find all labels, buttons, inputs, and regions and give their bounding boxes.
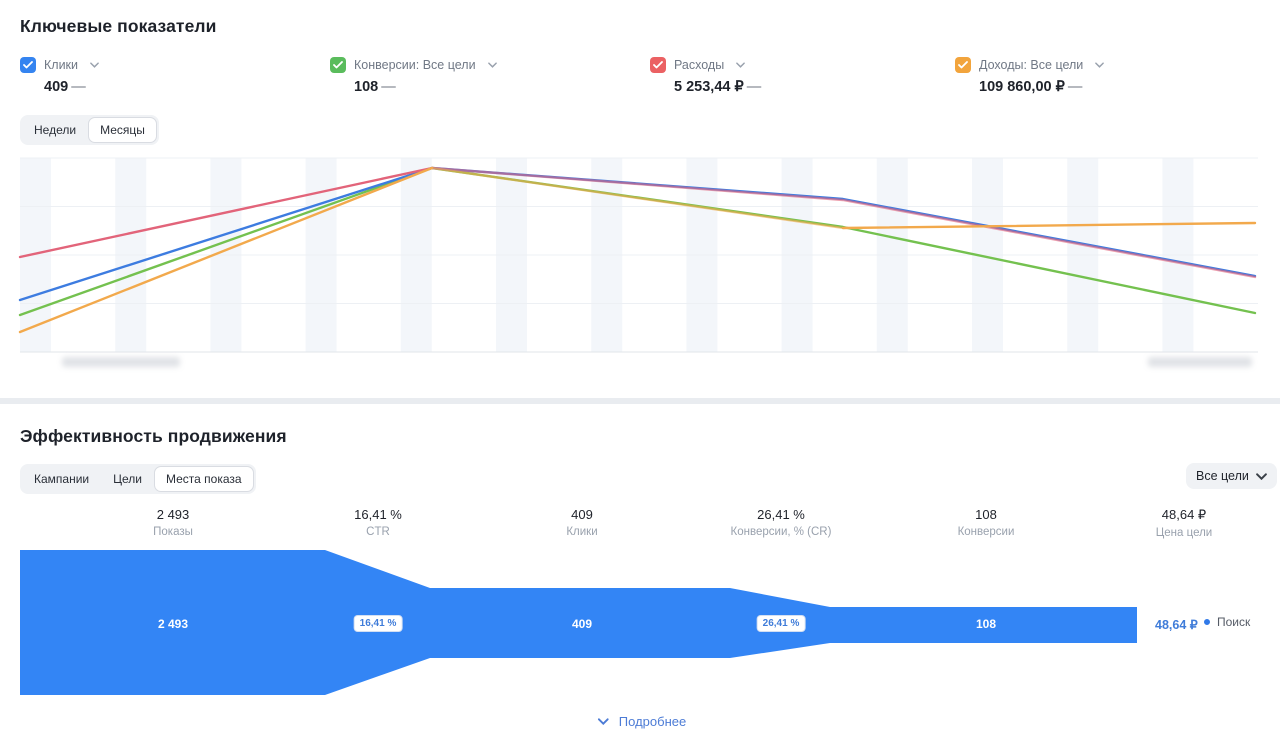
effectiveness-tabs: Кампании Цели Места показа: [20, 464, 256, 494]
chevron-down-icon[interactable]: [1095, 62, 1104, 68]
col-cr-label: Конверсии, % (CR): [731, 526, 832, 538]
metric-clicks-dash: —: [71, 79, 86, 95]
col-goal-cost-value: 48,64 ₽: [1156, 507, 1212, 523]
period-toggle: Недели Месяцы: [20, 115, 159, 145]
funnel-column-clicks: 409 Клики: [566, 507, 597, 538]
col-cr-value: 26,41 %: [731, 507, 832, 522]
funnel-cr-badge: 26,41 %: [757, 615, 806, 632]
funnel-ctr-badge: 16,41 %: [354, 615, 403, 632]
goal-filter-dropdown[interactable]: Все цели: [1186, 463, 1277, 489]
metric-conversions: Конверсии: Все цели 108—: [330, 57, 497, 95]
col-clicks-value: 409: [566, 507, 597, 522]
tab-campaigns[interactable]: Кампании: [22, 466, 101, 492]
funnel-stage-impressions-value: 2 493: [158, 617, 188, 631]
metric-costs-dash: —: [747, 79, 762, 95]
metric-revenue-dash: —: [1068, 79, 1083, 95]
dashboard: Ключевые показатели Клики 409— Конверсии…: [0, 0, 1280, 740]
funnel-column-impressions: 2 493 Показы: [153, 507, 193, 538]
funnel-column-conversions: 108 Конверсии: [958, 507, 1015, 538]
trend-chart-area: [0, 150, 1280, 365]
period-tab-months[interactable]: Месяцы: [88, 117, 157, 143]
metric-costs-checkbox[interactable]: [650, 57, 666, 73]
trend-chart[interactable]: [0, 150, 1280, 365]
x-axis-label-blurred-end: [1148, 357, 1252, 367]
legend-item-search[interactable]: Поиск: [1204, 615, 1250, 629]
col-impressions-label: Показы: [153, 526, 193, 538]
funnel-column-cr: 26,41 % Конверсии, % (CR): [731, 507, 832, 538]
chevron-down-icon: [1256, 473, 1267, 480]
funnel-chart[interactable]: [0, 550, 1280, 695]
key-metrics-title: Ключевые показатели: [20, 16, 217, 37]
col-ctr-value: 16,41 %: [354, 507, 402, 522]
funnel-column-ctr: 16,41 % CTR: [354, 507, 402, 538]
metric-conversions-value: 108: [354, 79, 378, 95]
funnel-stage-clicks-value: 409: [572, 617, 592, 631]
more-details-link[interactable]: Подробнее: [594, 714, 686, 729]
metric-conversions-label: Конверсии: Все цели: [354, 58, 476, 72]
col-conversions-value: 108: [958, 507, 1015, 522]
col-goal-cost-label: Цена цели: [1156, 527, 1212, 539]
funnel-column-goal-cost: 48,64 ₽ Цена цели: [1156, 507, 1212, 539]
col-impressions-value: 2 493: [153, 507, 193, 522]
funnel-goal-cost: 48,64 ₽: [1155, 617, 1198, 632]
x-axis-label-blurred-start: [62, 357, 180, 367]
legend-search-label: Поиск: [1217, 615, 1250, 629]
metric-conversions-checkbox[interactable]: [330, 57, 346, 73]
funnel-chart-area: 2 493 16,41 % 409 26,41 % 108 48,64 ₽ По…: [0, 550, 1280, 695]
tab-goals[interactable]: Цели: [101, 466, 154, 492]
legend-dot-icon: [1204, 619, 1210, 625]
chevron-down-icon[interactable]: [736, 62, 745, 68]
metric-clicks-checkbox[interactable]: [20, 57, 36, 73]
metric-costs: Расходы 5 253,44 ₽—: [650, 57, 761, 95]
metric-revenue-value: 109 860,00 ₽: [979, 79, 1065, 95]
period-tab-weeks[interactable]: Недели: [22, 117, 88, 143]
metric-clicks: Клики 409—: [20, 57, 99, 95]
goal-filter-label: Все цели: [1196, 469, 1249, 483]
metric-revenue-label: Доходы: Все цели: [979, 58, 1083, 72]
metric-revenue-checkbox[interactable]: [955, 57, 971, 73]
chevron-down-icon: [598, 718, 609, 725]
metric-clicks-label: Клики: [44, 58, 78, 72]
more-details-label: Подробнее: [619, 714, 686, 729]
section-divider: [0, 398, 1280, 404]
metric-costs-label: Расходы: [674, 58, 724, 72]
metric-conversions-dash: —: [381, 79, 396, 95]
col-ctr-label: CTR: [354, 526, 402, 538]
funnel-stage-conversions-value: 108: [976, 617, 996, 631]
chevron-down-icon[interactable]: [488, 62, 497, 68]
chevron-down-icon[interactable]: [90, 62, 99, 68]
metric-revenue: Доходы: Все цели 109 860,00 ₽—: [955, 57, 1104, 95]
col-conversions-label: Конверсии: [958, 526, 1015, 538]
col-clicks-label: Клики: [566, 526, 597, 538]
effectiveness-title: Эффективность продвижения: [20, 426, 287, 447]
tab-placements[interactable]: Места показа: [154, 466, 254, 492]
metric-clicks-value: 409: [44, 79, 68, 95]
metric-costs-value: 5 253,44 ₽: [674, 79, 744, 95]
